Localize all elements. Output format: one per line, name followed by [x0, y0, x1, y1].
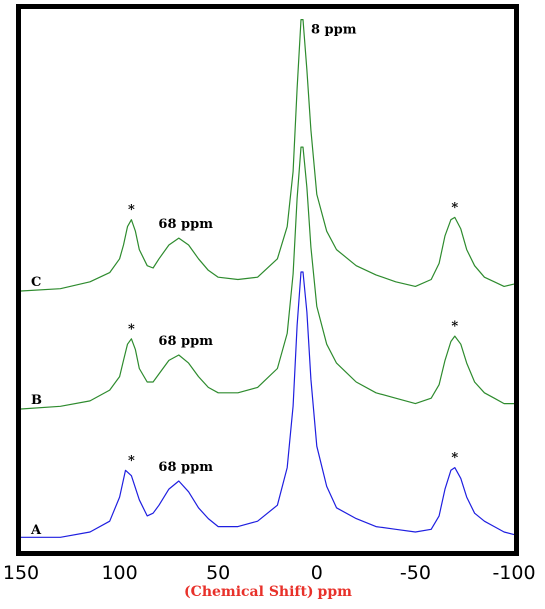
peak-label-secondary: 68 ppm	[158, 460, 213, 475]
x-axis-label-bracketed: (Chemical Shift)	[184, 584, 314, 600]
x-axis-label-unit: ppm	[318, 584, 353, 600]
spectrum-trace-a	[21, 271, 515, 538]
spinning-sideband-marker: *	[451, 319, 458, 334]
spinning-sideband-marker: *	[128, 203, 135, 218]
peak-label-main: 8 ppm	[311, 23, 357, 38]
x-tick-label: -100	[492, 562, 535, 584]
spinning-sideband-marker: *	[451, 451, 458, 466]
series-label-b: B	[31, 393, 42, 408]
peak-label-secondary: 68 ppm	[158, 217, 213, 232]
x-axis-label: (Chemical Shift) ppm	[184, 584, 352, 600]
x-tick-label: 100	[101, 562, 137, 584]
x-tick-label: 50	[206, 562, 230, 584]
series-label-a: A	[30, 523, 42, 538]
x-tick-label: 150	[3, 562, 39, 584]
x-tick-label: -50	[400, 562, 431, 584]
x-tick-label: 0	[311, 562, 323, 584]
spinning-sideband-marker: *	[451, 200, 458, 215]
spinning-sideband-marker: *	[128, 453, 135, 468]
series-label-c: C	[31, 275, 41, 290]
peak-label-secondary: 68 ppm	[158, 334, 213, 349]
spectrum-trace-b	[20, 146, 514, 410]
spectrum-trace-c	[20, 19, 515, 292]
spinning-sideband-marker: *	[128, 322, 135, 337]
plot-frame	[16, 4, 519, 556]
